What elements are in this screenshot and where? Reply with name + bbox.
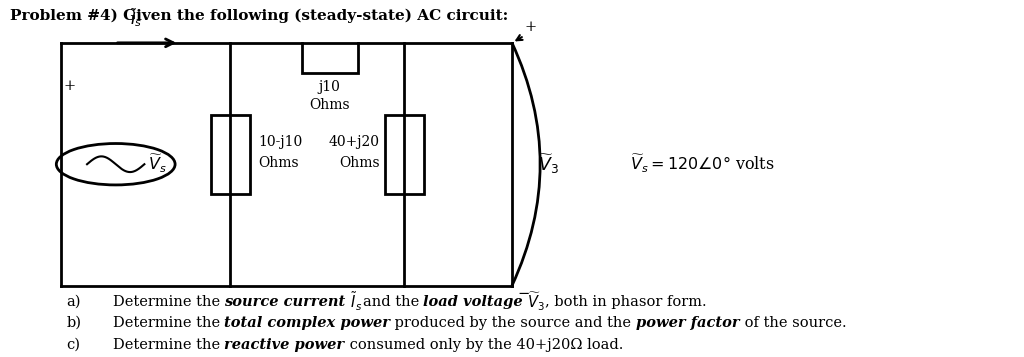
Text: load voltage: load voltage	[423, 295, 523, 309]
Text: b): b)	[67, 316, 82, 330]
Text: c): c)	[67, 337, 81, 352]
Text: Problem #4) Given the following (steady-state) AC circuit:: Problem #4) Given the following (steady-…	[10, 9, 509, 23]
Text: Determine the: Determine the	[113, 337, 224, 352]
Text: Ohms: Ohms	[258, 156, 299, 170]
Text: Ohms: Ohms	[309, 98, 350, 112]
Text: , both in phasor form.: , both in phasor form.	[546, 295, 708, 309]
Text: consumed only by the 40+j20Ω load.: consumed only by the 40+j20Ω load.	[344, 337, 623, 352]
Bar	[211, 115, 250, 194]
Text: +: +	[63, 79, 76, 93]
Text: $\widetilde{I}_s$: $\widetilde{I}_s$	[130, 6, 142, 29]
Text: $\widetilde{V}_s = 120\angle 0°$ volts: $\widetilde{V}_s = 120\angle 0°$ volts	[630, 153, 774, 175]
Bar	[301, 43, 358, 73]
Bar	[385, 115, 424, 194]
Text: and the: and the	[362, 295, 423, 309]
Text: power factor: power factor	[636, 316, 739, 330]
Text: +: +	[524, 20, 537, 34]
Text: $\widetilde{I}_s$: $\widetilde{I}_s$	[346, 291, 362, 313]
Text: Determine the: Determine the	[113, 316, 224, 330]
Text: a): a)	[67, 295, 81, 309]
Text: Determine the: Determine the	[113, 295, 224, 309]
Text: of the source.: of the source.	[739, 316, 846, 330]
Text: $\widetilde{V}_s$: $\widetilde{V}_s$	[148, 153, 167, 175]
Text: j10: j10	[318, 80, 341, 94]
Text: 10-j10: 10-j10	[258, 135, 302, 149]
Text: Ohms: Ohms	[339, 156, 380, 170]
Text: $\widetilde{V}_3$: $\widetilde{V}_3$	[523, 291, 546, 313]
Text: $\widetilde{V}_3$: $\widetilde{V}_3$	[538, 152, 558, 176]
Text: source current: source current	[224, 295, 346, 309]
Text: 40+j20: 40+j20	[329, 135, 380, 149]
Text: total complex power: total complex power	[224, 316, 390, 330]
Text: reactive power: reactive power	[224, 337, 344, 352]
Text: produced by the source and the: produced by the source and the	[390, 316, 636, 330]
Text: −: −	[517, 287, 529, 301]
